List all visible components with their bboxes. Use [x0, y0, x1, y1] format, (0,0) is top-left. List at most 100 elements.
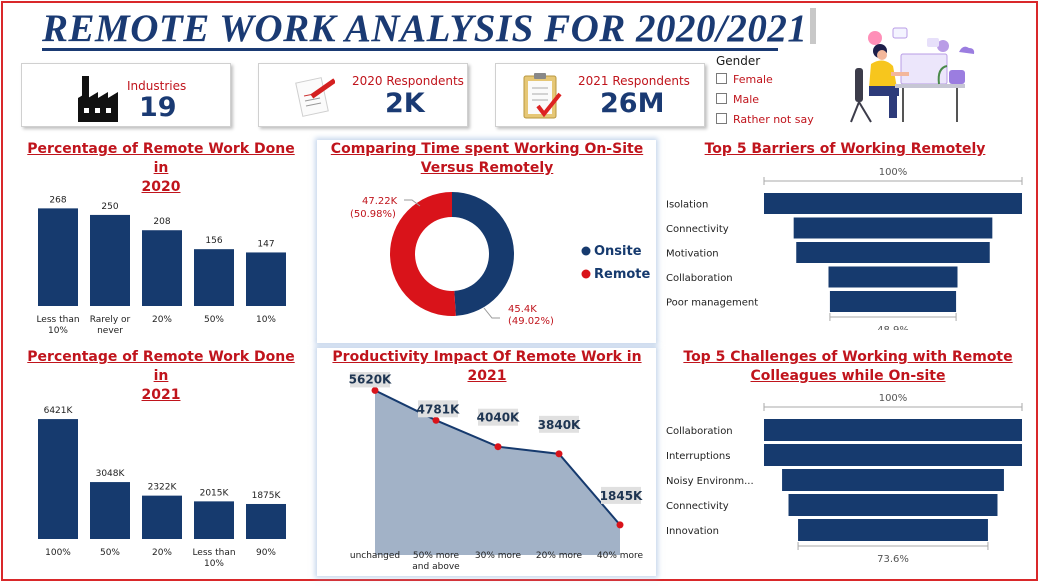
gender-filter-title: Gender — [716, 54, 761, 68]
x-tick-label: 40% more — [597, 551, 644, 561]
panel-title-2021: Percentage of Remote Work Done in 2021 — [27, 349, 295, 403]
data-label: 268 — [49, 195, 66, 205]
legend-label-onsite: Onsite — [594, 244, 642, 259]
data-label-bg — [539, 415, 579, 433]
x-tick-label: 20% more — [536, 551, 583, 561]
panel-title-2020: Percentage of Remote Work Done in 2020 — [27, 141, 295, 195]
title-divider — [810, 8, 816, 44]
funnel-category-label: Interruptions — [666, 451, 730, 462]
kpi-2020-label: 2020 Respondents — [352, 74, 464, 88]
data-label: 6421K — [44, 406, 74, 416]
x-tick-label: 50% — [100, 548, 120, 558]
funnel-bar — [764, 419, 1022, 441]
page-title: REMOTE WORK ANALYSIS FOR 2020/2021 — [42, 7, 808, 50]
funnel-top-label: 100% — [879, 393, 908, 404]
x-tick-label: 100% — [45, 548, 71, 558]
funnel-bar — [788, 494, 998, 516]
funnel-bar — [764, 193, 1022, 214]
funnel-bar — [764, 444, 1022, 466]
clipboard-check-icon — [523, 73, 562, 119]
bar — [38, 208, 78, 306]
funnel-bar — [796, 242, 990, 263]
factory-icon — [78, 76, 118, 122]
gender-option-rather-not-say[interactable]: Rather not say — [716, 113, 814, 126]
data-point — [555, 450, 563, 458]
x-tick-label: 50% more and above — [412, 551, 460, 572]
kpi-2021-label: 2021 Respondents — [578, 74, 690, 88]
bar — [246, 503, 286, 539]
funnel-bottom-label: 48.9% — [877, 325, 909, 330]
data-label-bg — [601, 486, 641, 504]
remote-worker-illustration — [850, 27, 975, 123]
funnel-bar — [782, 469, 1004, 491]
gender-option-female[interactable]: Female — [716, 73, 773, 86]
legend-marker-onsite — [581, 246, 591, 256]
slice-value-onsite: 45.4K — [508, 304, 537, 315]
data-label: 156 — [205, 236, 222, 246]
kpi-2021-value: 26M — [600, 88, 665, 119]
data-label: 3048K — [96, 469, 126, 479]
checkbox-female[interactable] — [716, 73, 727, 84]
bar — [142, 495, 182, 539]
funnel-category-label: Connectivity — [666, 224, 729, 235]
legend-marker-remote — [581, 269, 591, 279]
funnel-bar — [828, 266, 958, 288]
legend-label-remote: Remote — [594, 267, 651, 282]
funnel-category-label: Isolation — [666, 200, 708, 211]
data-label: 1845K — [600, 489, 643, 503]
gender-option-label: Female — [733, 73, 773, 86]
funnel-top-label: 100% — [879, 167, 908, 178]
data-point — [616, 521, 624, 529]
area-fill — [375, 390, 620, 555]
gender-option-male[interactable]: Male — [716, 93, 759, 106]
bar — [194, 249, 234, 306]
slice-pct-onsite: (49.02%) — [508, 316, 554, 327]
x-tick-label: unchanged — [350, 551, 400, 561]
funnel-category-label: Connectivity — [666, 501, 729, 512]
funnel-category-label: Motivation — [666, 249, 719, 260]
x-tick-label: Less than 10% — [192, 548, 235, 569]
data-label: 5620K — [349, 372, 392, 386]
panel-onsite-bg — [317, 140, 656, 343]
funnel-bar — [798, 519, 988, 541]
title-underline — [42, 48, 778, 51]
data-label: 4781K — [417, 402, 460, 416]
checkbox-rather-not-say[interactable] — [716, 113, 727, 124]
funnel-category-label: Innovation — [666, 526, 719, 537]
leader-line — [483, 307, 500, 319]
chart-remote-2021: 6421K 100% 3048K 50% 2322K 20% 2015K Less than 1… — [38, 406, 286, 569]
data-label: 208 — [153, 217, 170, 227]
x-tick-label: 90% — [256, 548, 276, 558]
x-tick-label: Less than 10% — [36, 315, 79, 336]
data-label-bg — [418, 400, 458, 418]
panel-title-challenges: Top 5 Challenges of Working with Remote C… — [683, 349, 1013, 384]
data-label: 3840K — [538, 418, 581, 432]
data-point — [494, 443, 502, 451]
panel-title-onsite: Comparing Time spent Working On-Site Vers… — [330, 141, 644, 176]
funnel-category-label: Collaboration — [666, 273, 733, 284]
chart-remote-2020: 268 Less than 10% 250 Rarely or never 208 20% 15… — [36, 195, 286, 336]
bar — [194, 501, 234, 539]
data-label-bg — [350, 372, 390, 388]
bar — [38, 419, 78, 539]
data-label-bg — [478, 408, 518, 426]
bar — [90, 482, 130, 539]
kpi-industries-label: Industries — [127, 79, 187, 93]
funnel-bottom-label: 73.6% — [877, 554, 909, 565]
chart-barriers: 100% Isolation Connectivity Motivation Colla… — [666, 167, 1023, 330]
gender-option-label: Rather not say — [733, 113, 814, 126]
funnel-category-label: Collaboration — [666, 426, 733, 437]
data-label: 2322K — [148, 483, 178, 493]
data-label: 4040K — [477, 411, 520, 425]
kpi-card-2020: 2020 Respondents 2K — [258, 63, 468, 127]
gender-option-label: Male — [733, 93, 760, 106]
kpi-2020-value: 2K — [385, 88, 425, 119]
funnel-bar — [829, 291, 957, 312]
data-label: 147 — [257, 239, 274, 249]
x-tick-label: Rarely or never — [90, 315, 131, 336]
checkbox-male[interactable] — [716, 93, 727, 104]
data-point — [371, 386, 379, 394]
bar — [142, 230, 182, 306]
data-label: 250 — [101, 202, 118, 212]
slice-value-remote: 47.22K — [362, 196, 398, 207]
